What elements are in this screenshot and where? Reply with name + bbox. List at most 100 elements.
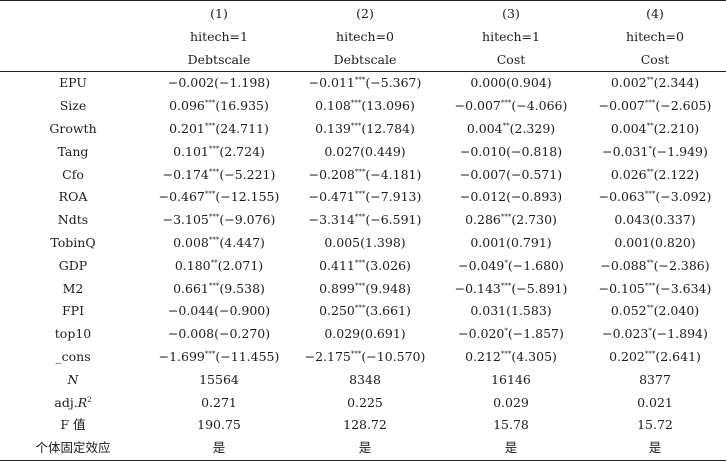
- t-statistic: (9.538): [219, 280, 265, 296]
- t-statistic: (−5.891): [511, 280, 568, 296]
- coefficient-value: 0.180: [174, 257, 211, 273]
- t-statistic: (−1.198): [214, 75, 271, 91]
- significance-stars: ***: [354, 190, 366, 199]
- variable-label: FPI: [61, 303, 85, 319]
- t-statistic: (−3.634): [655, 280, 712, 296]
- coefficient-cell: −0.023*(−1.894): [584, 323, 726, 346]
- t-statistic: (2.724): [219, 143, 265, 159]
- t-statistic: (0.791): [506, 234, 552, 250]
- coefficient-cell: 0.005(1.398): [292, 232, 438, 255]
- coefficient-cell: −0.007***(−2.605): [584, 95, 726, 118]
- stat-value: 15.72: [637, 417, 673, 433]
- t-statistic: (−0.818): [506, 143, 563, 159]
- coefficient-value: −0.008: [167, 326, 215, 342]
- t-statistic: (2.344): [653, 75, 700, 91]
- coefficient-cell: 0.661***(9.538): [146, 278, 292, 301]
- coefficient-cell: 0.008***(4.447): [146, 232, 292, 255]
- coefficient-value: −0.143: [454, 280, 501, 296]
- coefficient-cell: 0.001(0.820): [584, 232, 726, 255]
- significance-stars: **: [646, 258, 654, 267]
- coefficient-cell: −0.012(−0.893): [438, 186, 584, 209]
- stat-value: 0.021: [637, 394, 673, 410]
- coefficient-value: 0.005: [324, 234, 361, 250]
- coefficient-value: 0.000: [470, 75, 507, 91]
- coefficient-value: 0.139: [315, 120, 351, 136]
- coefficient-value: 0.250: [319, 303, 355, 319]
- coefficient-value: 0.096: [169, 98, 205, 114]
- t-statistic: (−0.893): [506, 189, 563, 205]
- coefficient-cell: 0.202***(2.641): [584, 346, 726, 369]
- t-statistic: (4.305): [511, 348, 557, 364]
- significance-stars: **: [646, 76, 654, 85]
- significance-stars: ***: [354, 167, 366, 176]
- table-row: Cfo −0.174***(−5.221) −0.208***(−4.181) −0.…: [0, 164, 726, 187]
- significance-stars: ***: [204, 99, 216, 108]
- coefficient-cell: 0.899***(9.948): [292, 278, 438, 301]
- coefficient-cell: 0.000(0.904): [438, 72, 584, 95]
- coefficient-cell: −0.008(−0.270): [146, 323, 292, 346]
- coefficient-cell: −0.049*(−1.680): [438, 255, 584, 278]
- t-statistic: (−7.913): [365, 189, 422, 205]
- stat-value: 0.271: [201, 394, 237, 410]
- significance-stars: ***: [208, 213, 220, 222]
- coefficient-cell: −0.143***(−5.891): [438, 278, 584, 301]
- significance-stars: ***: [354, 304, 366, 313]
- stats-row: F 值 190.75 128.72 15.78 15.72: [0, 414, 726, 437]
- t-statistic: (2.040): [653, 303, 700, 319]
- coefficient-cell: −0.105***(−3.634): [584, 278, 726, 301]
- t-statistic: (−1.949): [651, 143, 708, 159]
- t-statistic: (4.447): [219, 234, 265, 250]
- coefficient-value: −0.105: [598, 280, 645, 296]
- t-statistic: (−5.367): [365, 75, 422, 91]
- coefficient-value: 0.026: [610, 166, 647, 182]
- coefficient-cell: 0.096***(16.935): [146, 95, 292, 118]
- coefficient-cell: 0.180**(2.071): [146, 255, 292, 278]
- stat-label-symbol: R: [77, 394, 88, 410]
- coefficient-cell: 0.002**(2.344): [584, 72, 726, 95]
- significance-stars: *: [504, 327, 508, 336]
- coefficient-value: −0.010: [459, 143, 507, 159]
- stat-value: 0.029: [493, 394, 529, 410]
- header-blank: [0, 26, 146, 49]
- coefficient-value: −0.020: [458, 326, 505, 342]
- coefficient-cell: −1.699***(−11.455): [146, 346, 292, 369]
- col-dependent-var: Cost: [438, 48, 584, 73]
- table-row: EPU −0.002(−1.198) −0.011***(−5.367) 0.000(…: [0, 72, 726, 95]
- coefficient-value: −3.105: [162, 212, 209, 228]
- t-statistic: (−2.386): [653, 257, 710, 273]
- significance-stars: **: [210, 258, 218, 267]
- coefficient-cell: 0.201***(24.711): [146, 118, 292, 141]
- coefficient-value: −0.044: [167, 303, 215, 319]
- t-statistic: (2.641): [655, 348, 701, 364]
- significance-stars: ***: [354, 258, 366, 267]
- coefficient-value: 0.286: [465, 212, 501, 228]
- significance-stars: ***: [204, 349, 216, 358]
- col-dependent-var: Debtscale: [146, 48, 292, 73]
- significance-stars: ***: [350, 121, 362, 130]
- coefficient-cell: 0.052**(2.040): [584, 300, 726, 323]
- variable-label: Growth: [49, 120, 97, 136]
- t-statistic: (−11.455): [215, 348, 280, 364]
- coefficient-value: 0.001: [614, 234, 651, 250]
- coefficient-cell: −2.175***(−10.570): [292, 346, 438, 369]
- coefficient-value: −0.031: [602, 143, 649, 159]
- header-row-numbers: (1) (2) (3) (4): [0, 3, 726, 26]
- col-number: (3): [502, 6, 520, 21]
- variable-label: EPU: [59, 75, 87, 91]
- t-statistic: (2.071): [217, 257, 264, 273]
- coefficient-cell: −0.467***(−12.155): [146, 186, 292, 209]
- coefficient-cell: −3.314***(−6.591): [292, 209, 438, 232]
- variable-label: Tang: [57, 143, 89, 159]
- coefficient-value: −0.471: [308, 189, 355, 205]
- coefficient-value: −0.174: [162, 166, 209, 182]
- t-statistic: (−4.066): [511, 98, 568, 114]
- variable-label: Cfo: [62, 166, 84, 182]
- coefficient-value: −0.467: [158, 189, 205, 205]
- variable-label: GDP: [58, 257, 88, 273]
- significance-stars: ***: [204, 190, 216, 199]
- t-statistic: (−3.092): [655, 189, 712, 205]
- coefficient-value: −1.699: [158, 348, 205, 364]
- t-statistic: (−10.570): [361, 348, 426, 364]
- coefficient-value: 0.002: [610, 75, 647, 91]
- coefficient-value: 0.899: [319, 280, 355, 296]
